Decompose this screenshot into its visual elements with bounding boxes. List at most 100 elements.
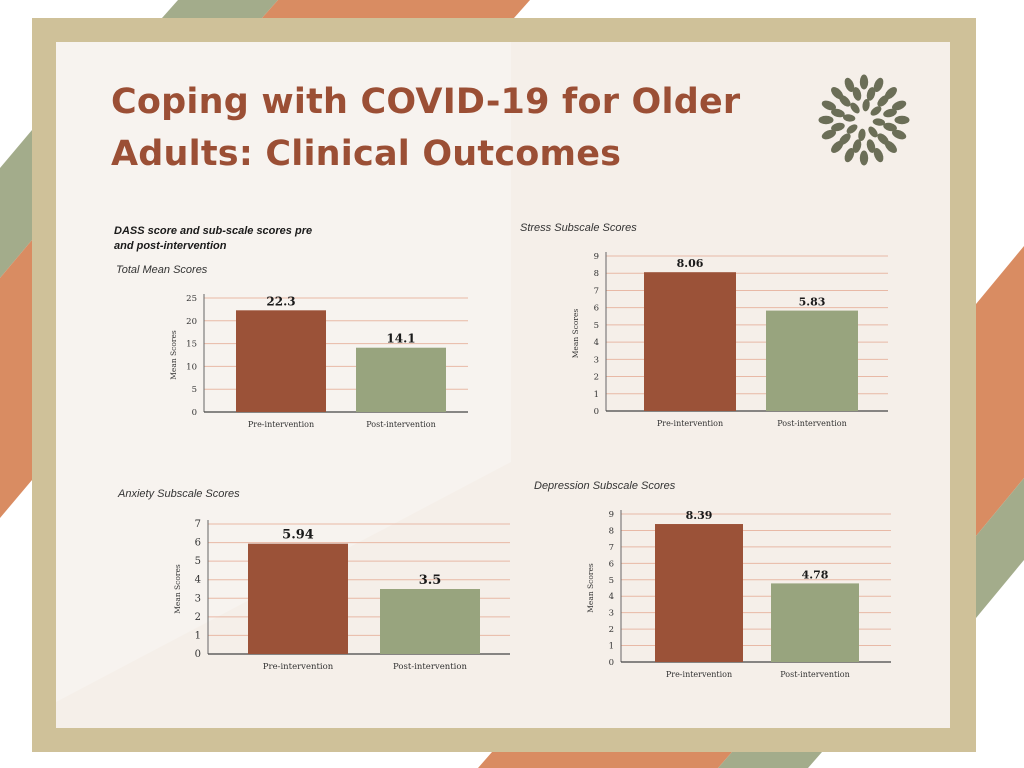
category-label: Pre-intervention [666, 670, 732, 679]
bar-pre [644, 272, 736, 411]
logo-leaf [883, 108, 897, 118]
category-label: Post-intervention [393, 662, 467, 672]
bar-pre [655, 524, 743, 662]
logo-leaf [821, 100, 837, 111]
y-tick-label: 5 [192, 385, 197, 395]
category-label: Post-intervention [777, 419, 847, 428]
data-label: 8.39 [686, 509, 713, 522]
y-tick-label: 7 [195, 519, 201, 530]
data-label: 3.5 [419, 573, 442, 588]
logo-leaf [859, 74, 869, 90]
logo-leaf [818, 115, 834, 125]
y-tick-label: 1 [609, 642, 614, 652]
chart-depression-subscale: 0 1 2 3 4 5 6 7 8 9 Mean Scores 8.39 Pre-interventio… [586, 509, 891, 679]
y-tick-label: 0 [609, 658, 614, 668]
category-label: Post-intervention [366, 420, 436, 429]
page-title-line-2: Adults: Clinical Outcomes [111, 134, 622, 174]
bar-post [766, 310, 858, 411]
logo-leaf [866, 87, 876, 101]
logo-leaf [844, 147, 855, 163]
logo-leaf [877, 95, 889, 107]
logo-leaf [858, 128, 866, 142]
category-label: Post-intervention [780, 670, 850, 679]
y-tick-label: 7 [594, 286, 599, 296]
slide-panel: Coping with COVID-19 for Older Adults: C… [56, 42, 950, 728]
y-tick-label: 4 [195, 575, 201, 586]
logo-leaf [839, 133, 851, 145]
logo-leaf [850, 102, 860, 114]
y-tick-label: 1 [195, 630, 201, 641]
logo-leaf [844, 77, 855, 93]
y-tick-label: 10 [186, 362, 197, 372]
y-tick-label: 4 [609, 592, 614, 602]
leaf-wreath-icon [818, 74, 910, 166]
stripe-orange-bottom [478, 752, 732, 768]
stripe-orange-top [262, 0, 530, 18]
stripe-orange-right [976, 246, 1024, 536]
page-title-line-1: Coping with COVID-19 for Older [111, 82, 741, 122]
stripe-orange-left [0, 240, 32, 518]
data-label: 4.78 [802, 568, 829, 581]
logo-leaf [872, 118, 886, 126]
y-tick-label: 3 [609, 609, 614, 619]
y-tick-label: 3 [195, 593, 201, 604]
category-label: Pre-intervention [657, 419, 723, 428]
logo-leaf [866, 139, 876, 153]
y-tick-label: 6 [609, 559, 614, 569]
intro-heading: DASS score and sub-scale scores pre and … [114, 225, 313, 252]
y-tick-label: 5 [609, 576, 614, 586]
chart-title-anxiety: Anxiety Subscale Scores [118, 488, 240, 500]
stripe-green-bottom [718, 752, 822, 768]
logo-leaf [852, 87, 862, 101]
stripe-green-left [0, 130, 32, 278]
logo-leaf [831, 122, 845, 132]
y-tick-label: 9 [594, 252, 599, 262]
y-tick-label: 7 [609, 543, 614, 553]
chart-title-depression: Depression Subscale Scores [534, 480, 676, 492]
y-tick-label: 3 [594, 355, 599, 365]
chart-total-mean-scores: 0 5 10 15 20 25 Mean Scores 22.3 Pre-interventio… [169, 294, 468, 429]
data-label: 8.06 [677, 257, 704, 270]
category-label: Pre-intervention [263, 662, 334, 672]
y-tick-label: 5 [594, 321, 599, 331]
logo-leaf [883, 122, 897, 132]
y-tick-label: 5 [195, 556, 201, 567]
data-label: 22.3 [266, 294, 295, 308]
logo-leaf [852, 139, 862, 153]
y-axis-label: Mean Scores [571, 309, 580, 359]
stripe-green-right [976, 478, 1024, 618]
y-axis-label: Mean Scores [173, 564, 182, 614]
chart-title-total: Total Mean Scores [116, 264, 208, 276]
logo-leaf [870, 106, 882, 116]
page-title: Coping with COVID-19 for Older Adults: C… [111, 76, 791, 180]
logo-leaf [821, 129, 837, 140]
logo-leaf [859, 150, 869, 166]
y-tick-label: 4 [594, 338, 599, 348]
data-label: 14.1 [386, 332, 415, 346]
logo-leaf [868, 126, 878, 138]
chart-anxiety-subscale: 0 1 2 3 4 5 6 7 Mean Scores 5.94 Pre-intervention 3… [173, 519, 510, 672]
y-tick-label: 15 [186, 340, 197, 350]
y-axis-label: Mean Scores [586, 563, 595, 613]
logo-leaf [831, 108, 845, 118]
category-label: Pre-intervention [248, 420, 314, 429]
y-tick-label: 9 [609, 510, 614, 520]
y-tick-label: 0 [192, 408, 197, 418]
y-tick-label: 1 [594, 390, 599, 400]
logo-leaf [894, 115, 910, 125]
chart-title-stress: Stress Subscale Scores [520, 222, 637, 234]
stripe-green-top [162, 0, 278, 18]
y-tick-label: 6 [195, 538, 201, 549]
chart-stress-subscale: 0 1 2 3 4 5 6 7 8 9 Mean Scores 8.06 Pre-interventio… [571, 252, 888, 428]
bar-pre [236, 310, 326, 412]
y-tick-label: 0 [195, 649, 201, 660]
y-tick-label: 2 [195, 612, 201, 623]
bar-pre [248, 543, 348, 654]
y-tick-label: 20 [186, 317, 197, 327]
y-tick-label: 6 [594, 304, 599, 314]
logo-leaf [873, 147, 884, 163]
logo-leaf [846, 124, 858, 134]
y-axis-label: Mean Scores [169, 330, 178, 380]
data-label: 5.94 [282, 528, 314, 543]
